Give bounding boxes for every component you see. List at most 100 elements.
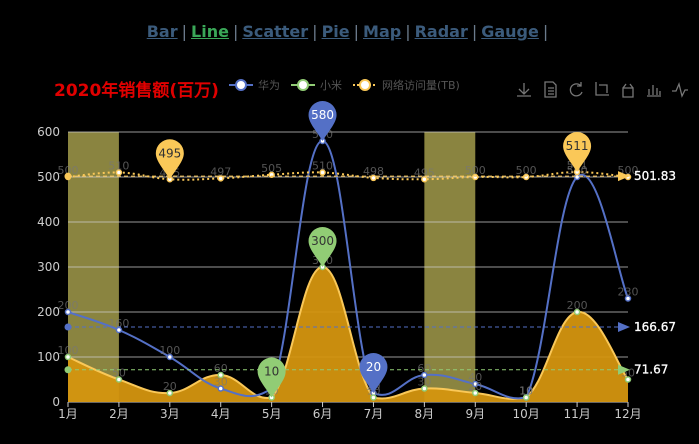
mark-line-label: 501.83 — [634, 169, 676, 183]
pin-label: 580 — [311, 108, 334, 122]
pin-shape — [359, 353, 388, 393]
pin-label: 300 — [311, 234, 334, 248]
nav-link-pie[interactable]: Pie — [321, 22, 350, 41]
y-tick-label: 400 — [37, 215, 60, 229]
pin-shape — [257, 357, 286, 398]
data-label: 495 — [414, 166, 435, 179]
data-label: 20 — [468, 380, 482, 393]
nav-separator: | — [232, 22, 239, 41]
chart-title: 2020年销售额(百万) — [54, 81, 219, 101]
legend-marker-icon — [229, 79, 253, 91]
chart-type-nav: Bar | Line | Scatter | Pie | Map | Radar | Gauge | — [0, 22, 699, 41]
pin-shape — [563, 132, 592, 173]
data-label: 200 — [58, 299, 79, 312]
pin-shape — [155, 139, 184, 180]
nav-separator: | — [405, 22, 411, 41]
x-tick-label: 1月 — [58, 407, 78, 421]
nav-separator: | — [471, 22, 478, 41]
pin-label: 10 — [264, 365, 279, 379]
xiaomi-area — [68, 267, 628, 402]
data-point — [421, 176, 428, 183]
zoom-reset-icon[interactable] — [618, 80, 638, 98]
y-tick-label: 600 — [37, 125, 60, 139]
zoom-icon[interactable] — [592, 80, 612, 98]
y-tick-label: 300 — [37, 260, 60, 274]
data-view-icon[interactable] — [540, 80, 560, 98]
x-tick-label: 10月 — [513, 407, 540, 421]
data-point — [64, 353, 72, 361]
nav-link-map[interactable]: Map — [363, 22, 402, 41]
download-icon[interactable] — [514, 80, 534, 98]
y-tick-label: 100 — [37, 350, 60, 364]
data-point — [472, 380, 479, 388]
data-point — [319, 169, 326, 176]
legend-item[interactable]: 网络访问量(TB) — [352, 77, 460, 93]
data-label: 30 — [417, 376, 431, 389]
data-label: 500 — [516, 164, 537, 177]
data-label: 200 — [567, 299, 588, 312]
nav-link-scatter[interactable]: Scatter — [242, 22, 309, 41]
x-tick-label: 11月 — [563, 407, 590, 421]
data-point — [522, 394, 530, 401]
data-label: 30 — [214, 376, 228, 389]
pin-label: 511 — [566, 139, 589, 153]
x-tick-label: 5月 — [262, 407, 282, 421]
traffic-line — [67, 171, 629, 181]
data-point — [624, 295, 632, 302]
data-label: 498 — [363, 165, 384, 178]
data-point — [370, 394, 377, 401]
data-label: 10 — [519, 385, 533, 398]
toolbox — [514, 80, 690, 98]
nav-separator: | — [542, 22, 549, 41]
data-point — [217, 175, 224, 182]
bar-switch-icon[interactable] — [644, 80, 664, 98]
pin-shape — [308, 227, 337, 267]
data-label: 100 — [159, 344, 180, 357]
data-point — [421, 371, 428, 379]
mark-point-pin: 20 — [359, 353, 388, 393]
data-point — [115, 326, 123, 334]
data-label: 505 — [261, 162, 282, 175]
legend-item[interactable]: 小米 — [290, 77, 342, 93]
data-label: 500 — [58, 164, 79, 177]
nav-link-gauge[interactable]: Gauge — [481, 22, 539, 41]
data-point — [166, 353, 174, 361]
data-label: 230 — [618, 286, 639, 299]
data-point — [64, 308, 72, 316]
mark-point-pin: 495 — [155, 139, 184, 180]
data-label: 510 — [312, 160, 333, 173]
data-label: 500 — [465, 164, 486, 177]
x-tick-label: 3月 — [160, 407, 180, 421]
nav-link-radar[interactable]: Radar — [414, 22, 468, 41]
nav-link-line[interactable]: Line — [191, 22, 229, 41]
nav-separator: | — [181, 22, 188, 41]
data-point — [472, 389, 479, 397]
data-label: 100 — [58, 344, 79, 357]
legend-marker-icon — [353, 79, 377, 91]
line-switch-icon[interactable] — [670, 80, 690, 98]
mark-line-arrow — [618, 364, 630, 375]
pin-shape — [308, 101, 337, 141]
data-point — [115, 169, 123, 176]
legend-label: 小米 — [320, 79, 342, 92]
nav-link-bar[interactable]: Bar — [146, 22, 178, 41]
x-tick-label: 9月 — [465, 407, 485, 421]
data-point — [573, 308, 581, 316]
data-label: 60 — [417, 362, 431, 375]
y-tick-label: 0 — [52, 395, 60, 409]
data-label: 497 — [210, 165, 231, 178]
legend-item[interactable]: 华为 — [228, 77, 280, 93]
x-tick-label: 8月 — [415, 407, 435, 421]
pin-label: 495 — [158, 146, 181, 160]
y-tick-label: 500 — [37, 170, 60, 184]
data-point — [217, 371, 224, 379]
refresh-icon[interactable] — [566, 80, 586, 98]
data-label: 10 — [519, 385, 533, 398]
data-point — [624, 376, 632, 383]
data-point — [217, 385, 224, 392]
mark-point-pin: 511 — [563, 132, 592, 173]
data-label: 40 — [468, 371, 482, 384]
x-tick-label: 2月 — [109, 407, 129, 421]
y-tick-label: 200 — [37, 305, 60, 319]
